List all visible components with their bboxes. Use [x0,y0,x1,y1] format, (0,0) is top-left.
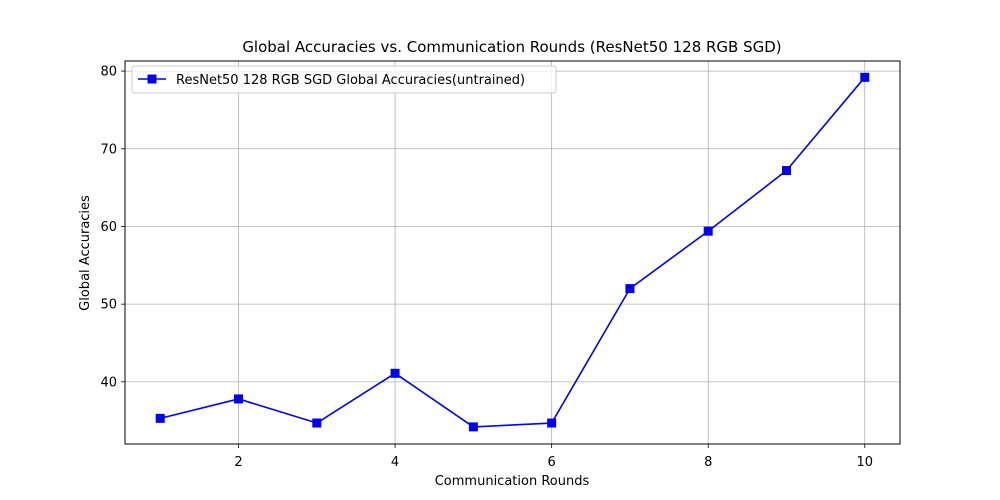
y-tick-label: 40 [100,375,117,390]
y-tick-label: 70 [100,142,117,157]
x-tick-label: 8 [704,455,712,470]
data-point-marker [703,226,713,236]
plot-frame [124,60,901,445]
data-point-marker [468,422,478,432]
data-point-marker [155,413,165,423]
data-point-marker [860,72,870,82]
y-axis-label: Global Accuracies [78,195,93,311]
x-axis-label: Communication Rounds [435,474,590,489]
series-layer [155,72,870,432]
legend: ResNet50 128 RGB SGD Global Accuracies(u… [131,65,557,94]
data-point-marker [234,394,244,404]
data-point-marker [547,418,557,428]
data-point-marker [781,166,791,176]
y-tick-label: 50 [100,298,117,313]
legend-label: ResNet50 128 RGB SGD Global Accuracies(u… [176,73,525,88]
axis-ticks: 2 4 6 8 10 40 50 60 70 80 [100,65,873,470]
series-line [160,76,866,428]
data-point-marker [390,368,400,378]
legend-marker-swatch [147,74,157,84]
y-tick-label: 80 [100,65,117,80]
x-tick-label: 10 [856,455,873,470]
x-tick-label: 6 [548,455,556,470]
data-point-marker [625,284,635,294]
x-tick-label: 4 [391,455,399,470]
y-tick-label: 60 [100,220,117,235]
chart-title: Global Accuracies vs. Communication Roun… [242,38,781,56]
x-tick-label: 2 [234,455,242,470]
data-point-marker [312,418,322,428]
legend-box [131,65,557,94]
